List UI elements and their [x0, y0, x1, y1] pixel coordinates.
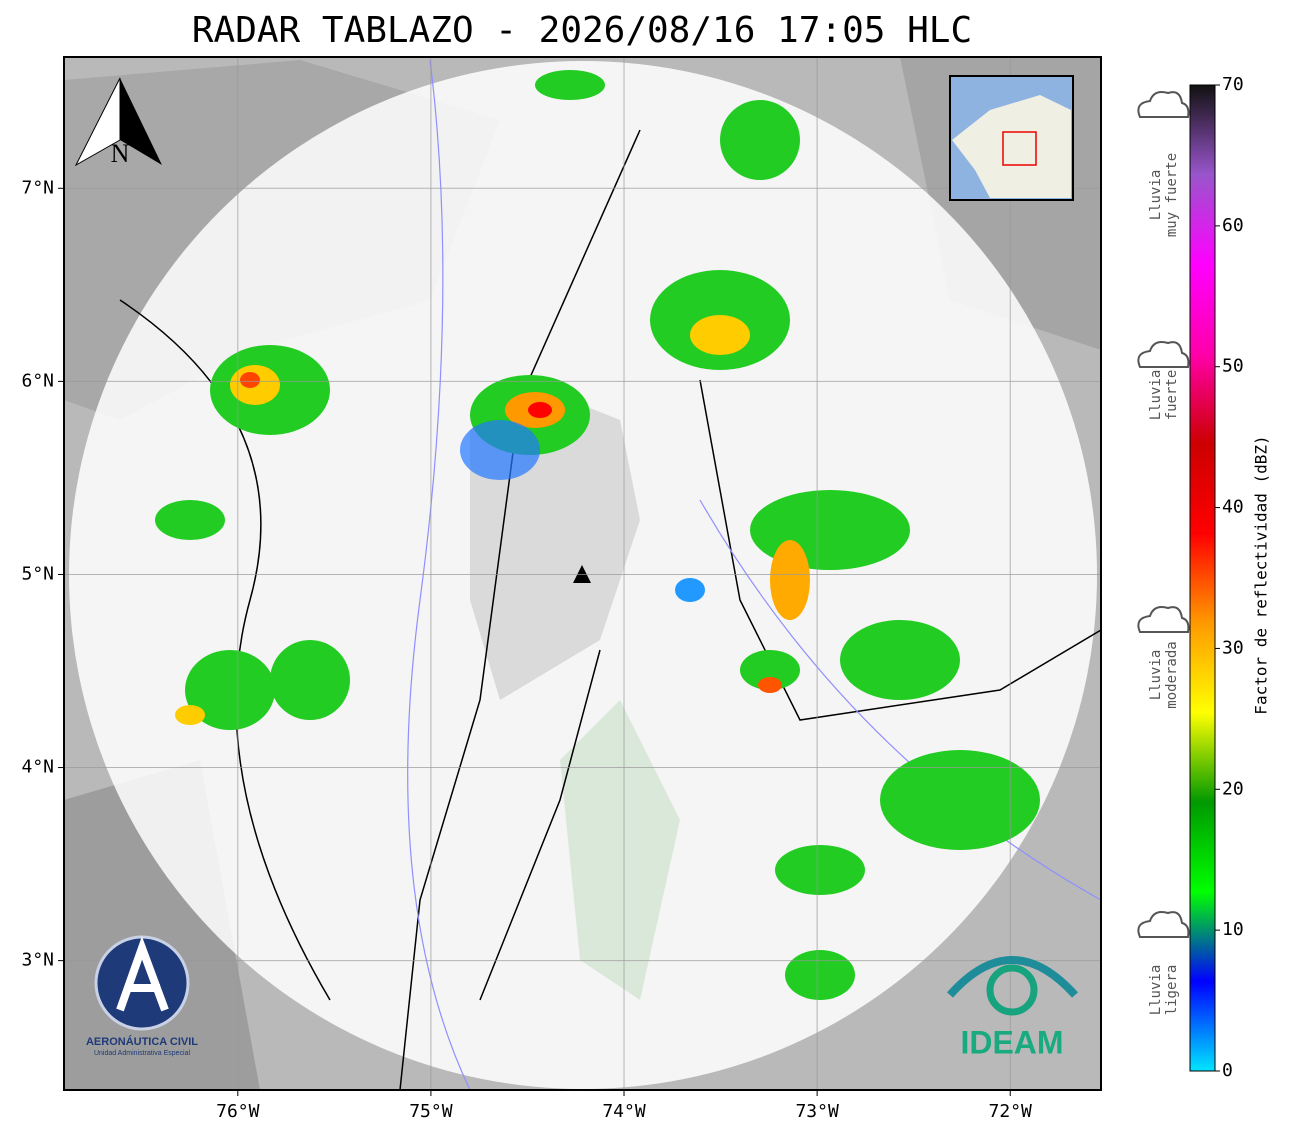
ideam-name: IDEAM	[960, 1024, 1063, 1060]
rain-level-label: Lluvia	[1148, 170, 1164, 221]
y-tick-label: 7°N	[21, 177, 54, 198]
y-tick-label: 6°N	[21, 370, 54, 391]
x-tick-label: 75°W	[409, 1101, 453, 1122]
y-tick-label: 3°N	[21, 950, 54, 971]
x-tick-label: 76°W	[216, 1101, 260, 1122]
x-tick-label: 72°W	[989, 1101, 1033, 1122]
cloud-icon	[1137, 341, 1190, 368]
y-tick-label: 4°N	[21, 757, 54, 778]
colorbar-tick-label: 40	[1222, 497, 1244, 518]
frame	[63, 56, 1102, 1091]
rain-level-label: Lluvia	[1148, 965, 1164, 1016]
colorbar-tick-label: 30	[1222, 637, 1244, 658]
colorbar-tick-label: 20	[1222, 778, 1244, 799]
rain-level-label: muy fuerte	[1164, 153, 1180, 237]
colorbar	[1189, 84, 1216, 1072]
cloud-icon	[1137, 91, 1190, 118]
colorbar-tick-label: 60	[1222, 215, 1244, 236]
north-label: N	[111, 139, 130, 168]
colorbar-tick-label: 70	[1222, 74, 1244, 95]
echoes	[155, 70, 1040, 1000]
y-tick-label: 5°N	[21, 563, 54, 584]
rain-level-label: Lluvia	[1148, 370, 1164, 421]
ideam-logo: IDEAM	[947, 956, 1078, 1060]
rain-level-label: fuerte	[1164, 370, 1180, 421]
aero-sub: Unidad Administrativa Especial	[94, 1050, 191, 1057]
inset-map	[949, 75, 1074, 201]
cloud-icon	[1137, 911, 1190, 938]
title: RADAR TABLAZO - 2026/08/16 17:05 HLC	[192, 10, 972, 51]
aero-name: AERONÁUTICA CIVIL	[86, 1035, 198, 1048]
aero-logo: AERONÁUTICA CIVIL Unidad Administrativa …	[86, 935, 198, 1057]
north-arrow: N	[74, 77, 162, 168]
rain-level-label: moderada	[1164, 641, 1180, 708]
colorbar-tick-label: 10	[1222, 919, 1244, 940]
basemap	[64, 57, 1101, 1090]
x-tick-label: 73°W	[795, 1101, 839, 1122]
x-tick-label: 74°W	[602, 1101, 646, 1122]
rain-level-label: Lluvia	[1148, 650, 1164, 701]
colorbar-label: Factor de reflectividad (dBZ)	[1252, 435, 1271, 714]
rain-level-label: ligera	[1164, 965, 1180, 1016]
colorbar-tick-label: 50	[1222, 356, 1244, 377]
colorbar-tick-label: 0	[1222, 1060, 1233, 1081]
cloud-icon	[1137, 606, 1190, 633]
